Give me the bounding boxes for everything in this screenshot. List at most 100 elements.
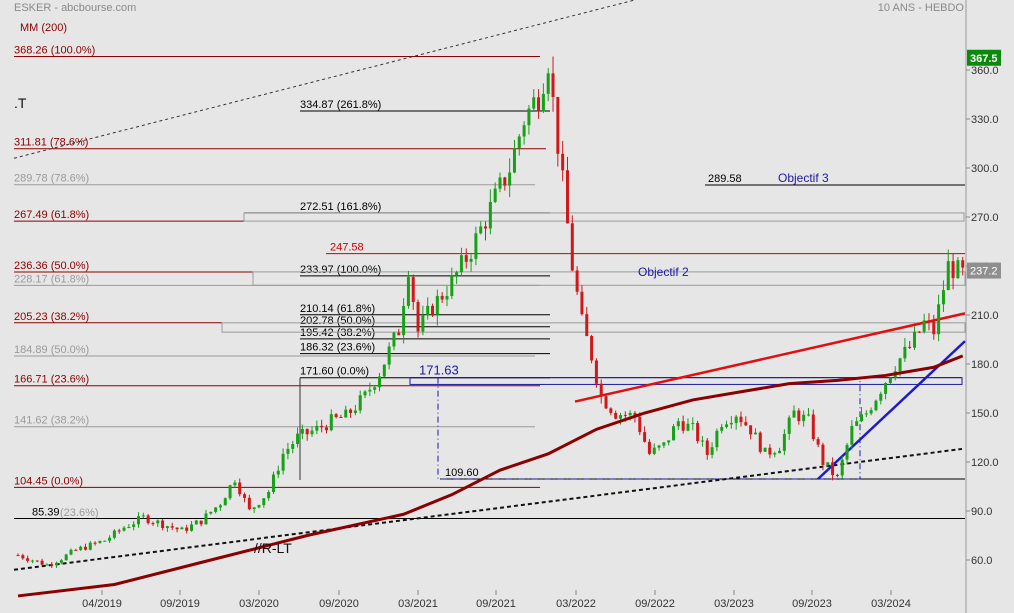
x-tick-label: 03/2023 xyxy=(714,598,754,610)
candle-body xyxy=(233,482,237,486)
candle-body xyxy=(257,505,261,508)
level-label: 171.60 (0.0%) xyxy=(300,366,369,378)
candle-body xyxy=(267,492,271,499)
level-label: 247.58 xyxy=(330,242,364,254)
candle-body xyxy=(850,425,854,445)
candle-body xyxy=(276,470,280,475)
candle-body xyxy=(864,413,868,415)
candle-body xyxy=(734,416,738,423)
candle-body xyxy=(243,494,247,498)
candle-body xyxy=(59,560,63,563)
candle-body xyxy=(445,296,449,300)
candle-body xyxy=(368,389,372,392)
candle-body xyxy=(45,564,49,566)
level-label: 85.39 xyxy=(32,507,60,519)
candle-body xyxy=(262,498,266,506)
candle-body xyxy=(271,474,275,493)
candle-body xyxy=(209,511,213,514)
candle-body xyxy=(941,290,945,305)
candle-body xyxy=(874,400,878,411)
candle-body xyxy=(797,410,801,422)
candle-body xyxy=(609,408,613,413)
candle-body xyxy=(913,331,917,348)
candle-body xyxy=(575,270,579,292)
candle-body xyxy=(363,391,367,396)
candle-body xyxy=(64,554,68,561)
candle-body xyxy=(397,332,401,336)
candle-body xyxy=(806,414,810,416)
x-tick-label: 09/2023 xyxy=(792,598,832,610)
candle-body xyxy=(315,425,319,431)
candle-body xyxy=(570,223,574,271)
candle-body xyxy=(744,422,748,426)
candle-body xyxy=(951,261,955,279)
candle-body xyxy=(190,524,194,531)
candle-body xyxy=(286,448,290,454)
chart-title: ESKER - abcbourse.com xyxy=(14,2,137,14)
y-tick-label: 270.0 xyxy=(971,212,999,224)
candle-body xyxy=(479,226,483,234)
trendline-tag: .T xyxy=(14,95,27,111)
candle-body xyxy=(238,482,242,495)
candle-body xyxy=(551,73,555,97)
candle-body xyxy=(218,505,222,508)
candle-body xyxy=(888,377,892,384)
candle-body xyxy=(768,447,772,455)
red-trend xyxy=(574,312,966,403)
candle-body xyxy=(503,177,507,186)
candle-body xyxy=(83,546,87,550)
current-price-label: 237.2 xyxy=(970,266,998,278)
candle-body xyxy=(705,440,709,455)
candle-body xyxy=(835,474,839,476)
candle-body xyxy=(729,422,733,425)
candle-body xyxy=(908,346,912,348)
candle-body xyxy=(922,320,926,332)
level-label: 205.23 (38.2%) xyxy=(14,311,89,323)
level-label: 311.81 (78.6%) xyxy=(14,137,88,149)
candle-body xyxy=(435,295,439,316)
candle-body xyxy=(758,432,762,452)
candle-body xyxy=(652,447,656,454)
candle-body xyxy=(305,428,309,435)
y-tick-label: 60.0 xyxy=(971,555,992,567)
candle-body xyxy=(281,453,285,471)
candle-body xyxy=(792,410,796,418)
candle-body xyxy=(628,412,632,416)
rlt-label: //R-LT xyxy=(254,540,292,556)
level-label: 109.60 xyxy=(445,467,479,479)
candle-body xyxy=(74,549,78,551)
candle-body xyxy=(546,73,550,94)
candle-body xyxy=(382,364,386,377)
candle-body xyxy=(816,439,820,445)
x-tick-label: 03/2020 xyxy=(239,598,279,610)
candle-body xyxy=(961,260,965,268)
objective-3-label: Objectif 3 xyxy=(778,171,829,185)
candle-body xyxy=(69,549,73,555)
candle-body xyxy=(869,410,873,414)
fib-levels: 368.26 (100.0%) 334.87 (261.8%) 311.81 (78… xyxy=(14,45,966,520)
objective-2-label: Objectif 2 xyxy=(638,265,689,279)
x-tick-label: 09/2020 xyxy=(319,598,359,610)
candle-body xyxy=(831,462,835,475)
candle-body xyxy=(199,520,203,525)
last-price-box xyxy=(967,49,1001,66)
candle-body xyxy=(459,255,463,273)
level-label: 171.63 xyxy=(419,363,459,378)
candle-body xyxy=(956,260,960,279)
candle-body xyxy=(604,396,608,409)
candle-body xyxy=(300,428,304,434)
candle-body xyxy=(537,97,541,112)
candle-body xyxy=(247,497,251,510)
candle-body xyxy=(98,540,102,543)
y-tick-label: 90.0 xyxy=(971,506,992,518)
last-price-label: 367.5 xyxy=(970,53,998,65)
candle-body xyxy=(749,425,753,435)
candle-body xyxy=(917,331,921,333)
candle-body xyxy=(522,125,526,137)
x-tick-label: 03/2024 xyxy=(871,598,911,610)
level-label: 228.17 (61.8%) xyxy=(14,273,89,285)
candle-body xyxy=(508,172,512,186)
candle-body xyxy=(512,148,516,173)
candle-body xyxy=(464,255,468,262)
candle-body xyxy=(527,108,531,126)
